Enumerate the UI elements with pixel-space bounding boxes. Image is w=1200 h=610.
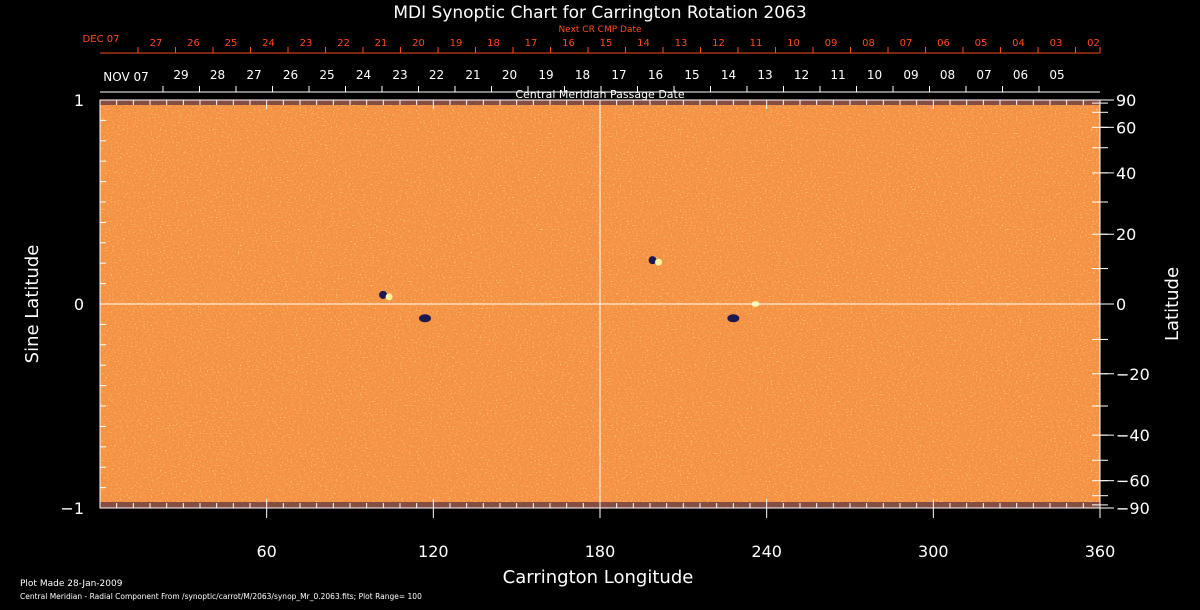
next-cmp-day-label: 14 [637,38,650,49]
cmp-month-label: NOV 07 [103,70,149,84]
next-cmp-day-label: 03 [1050,38,1063,49]
cmp-day-label: 05 [1049,68,1064,82]
cmp-day-label: 25 [319,68,334,82]
next-cmp-day-label: 22 [337,38,350,49]
x-tick-label: 240 [751,542,782,561]
cmp-day-label: 21 [465,68,480,82]
cmp-day-label: 22 [429,68,444,82]
cmp-day-label: 18 [575,68,590,82]
y-tick-left-label: 1 [74,91,84,110]
y-tick-right-label: −90 [1116,499,1150,518]
next-cmp-day-label: 17 [525,38,538,49]
source-description-note: Central Meridian - Radial Component From… [20,592,422,601]
cmp-day-label: 08 [940,68,955,82]
active-region-negative [727,314,740,323]
cmp-day-label: 10 [867,68,882,82]
next-cmp-month-label: DEC 07 [83,34,120,45]
next-cmp-day-label: 07 [900,38,913,49]
y-tick-right-label: 40 [1116,164,1136,183]
next-cmp-day-label: 04 [1012,38,1025,49]
y-tick-right-label: 20 [1116,225,1136,244]
y-tick-left-label: −1 [60,499,84,518]
next-cmp-day-label: 16 [562,38,575,49]
active-region-positive [385,293,393,301]
cmp-day-label: 28 [210,68,225,82]
next-cmp-day-label: 27 [150,38,163,49]
cmp-day-label: 19 [538,68,553,82]
cmp-day-label: 13 [757,68,772,82]
x-tick-label: 360 [1085,542,1116,561]
title-group: MDI Synoptic Chart for Carrington Rotati… [83,3,807,101]
cmp-day-label: 12 [794,68,809,82]
plot-made-note: Plot Made 28-Jan-2009 [20,579,123,589]
cmp-day-label: 17 [611,68,626,82]
cmp-day-label: 09 [903,68,918,82]
cmp-date-axis: 29 28 27 26 25 24 23 22 21 20 19 18 17 16 15 14 13 12 11 10… [100,68,1100,93]
active-region-positive [655,258,663,266]
next-cmp-day-label: 15 [600,38,613,49]
cmp-day-label: 16 [648,68,663,82]
next-cmp-day-label: 21 [375,38,388,49]
cmp-day-label: 29 [173,68,188,82]
next-cmp-day-label: 05 [975,38,988,49]
next-cmp-day-label: 23 [300,38,313,49]
y-tick-right-label: −60 [1116,472,1150,491]
next-cmp-day-label: 13 [675,38,688,49]
y-tick-right-label: −40 [1116,426,1150,445]
y-axis-right: 90 60 40 20 0 −20 −40 −60 −90 [1092,91,1150,518]
cmp-day-label: 20 [502,68,517,82]
active-region-negative [648,256,657,265]
cmp-day-label: 26 [283,68,298,82]
y-axis-right-label: Latitude [1162,267,1183,341]
cmp-day-label: 06 [1013,68,1028,82]
x-axis-label: Carrington Longitude [503,567,694,588]
y-tick-right-label: 0 [1116,295,1126,314]
y-tick-right-label: 60 [1116,118,1136,137]
cmp-day-label: 14 [721,68,736,82]
next-cmp-day-label: 09 [825,38,838,49]
next-cmp-day-label: 11 [750,38,763,49]
next-cmp-axis: 27 26 25 24 23 22 21 20 19 18 17 16 15 14 13 12 11 10 09 08… [100,38,1101,54]
cmp-day-label: 23 [392,68,407,82]
x-axis: 60 120 180 240 300 360 [116,100,1116,561]
x-tick-label: 120 [418,542,449,561]
next-cmp-day-label: 06 [937,38,950,49]
next-cmp-day-label: 12 [712,38,725,49]
y-axis-left: 1 0 −1 [60,91,110,518]
next-cmp-day-label: 26 [187,38,200,49]
x-tick-label: 60 [256,542,276,561]
cmp-axis-label: Central Meridian Passage Date [515,88,684,101]
active-region-negative [379,290,388,299]
next-cmp-day-label: 24 [262,38,275,49]
next-cmp-day-label: 20 [412,38,425,49]
cmp-day-label: 27 [246,68,261,82]
y-tick-right-label: 90 [1116,91,1136,110]
next-cmp-day-label: 08 [862,38,875,49]
x-tick-label: 300 [918,542,949,561]
y-tick-right-label: −20 [1116,365,1150,384]
y-axis-left-label: Sine Latitude [22,245,43,364]
cmp-day-label: 07 [976,68,991,82]
x-tick-label: 180 [585,542,616,561]
y-tick-left-label: 0 [74,295,84,314]
next-cmp-day-label: 19 [450,38,463,49]
next-cmp-day-label: 02 [1087,38,1100,49]
next-cmp-day-label: 18 [487,38,500,49]
chart-title: MDI Synoptic Chart for Carrington Rotati… [393,3,806,23]
cmp-day-label: 15 [684,68,699,82]
active-region-negative [419,314,431,323]
cmp-day-label: 24 [356,68,371,82]
next-cmp-day-label: 10 [787,38,800,49]
cmp-day-label: 11 [830,68,845,82]
next-cmp-axis-label: Next CR CMP Date [558,25,642,35]
next-cmp-day-label: 25 [225,38,238,49]
